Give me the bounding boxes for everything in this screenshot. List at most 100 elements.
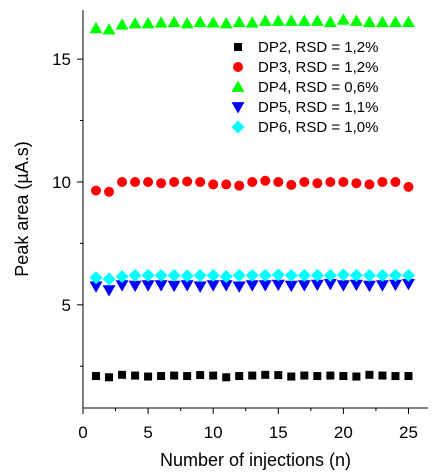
data-point <box>336 280 350 292</box>
data-point <box>115 18 129 30</box>
data-point <box>349 14 363 26</box>
legend-item: DP6, RSD = 1,0% <box>231 119 378 136</box>
data-point <box>362 268 376 282</box>
data-point <box>117 176 128 187</box>
data-point <box>325 176 336 187</box>
data-point <box>167 15 181 28</box>
data-point <box>362 15 376 28</box>
data-point <box>245 16 259 28</box>
data-point <box>287 372 296 381</box>
data-point <box>271 268 285 282</box>
data-point <box>104 186 115 197</box>
data-point <box>323 15 337 28</box>
x-tick-label: 10 <box>204 423 223 442</box>
y-tick-label: 15 <box>52 50 71 69</box>
data-point <box>404 372 413 381</box>
data-point <box>297 268 311 282</box>
data-point <box>284 280 298 293</box>
data-point <box>141 17 155 29</box>
data-point <box>154 280 168 292</box>
legend-item: DP5, RSD = 1,1% <box>231 99 378 116</box>
data-point <box>105 373 114 382</box>
data-point <box>323 279 337 291</box>
data-point <box>339 372 348 381</box>
legend-label: DP3, RSD = 1,2% <box>258 59 378 76</box>
data-point <box>247 176 258 187</box>
axes: 0 5 10 15 20 25 5 10 15 <box>52 10 428 442</box>
data-point <box>141 280 155 292</box>
data-point <box>143 176 154 187</box>
data-point <box>219 17 233 29</box>
data-point <box>375 280 389 292</box>
data-point <box>102 272 116 286</box>
data-point <box>154 268 168 282</box>
legend-label: DP2, RSD = 1,2% <box>258 39 378 56</box>
data-point <box>232 268 246 282</box>
data-point <box>313 372 322 381</box>
y-tick-label: 10 <box>52 173 71 192</box>
data-point <box>167 268 181 282</box>
data-point <box>180 17 194 29</box>
data-point <box>245 280 259 292</box>
data-point <box>157 372 166 381</box>
data-point <box>170 371 179 380</box>
data-point <box>390 176 401 187</box>
data-point <box>388 15 402 28</box>
legend-marker <box>231 120 245 134</box>
data-point <box>326 371 335 380</box>
data-point <box>338 176 349 187</box>
data-point <box>323 268 337 282</box>
legend-marker <box>231 80 245 92</box>
data-point <box>234 180 245 191</box>
legend-label: DP4, RSD = 0,6% <box>258 79 378 96</box>
data-point <box>89 281 103 293</box>
legend: DP2, RSD = 1,2% DP3, RSD = 1,2% DP4, RSD =… <box>231 39 378 136</box>
data-point <box>206 268 220 282</box>
data-point <box>248 371 257 380</box>
data-point <box>92 372 101 381</box>
data-point <box>299 176 310 187</box>
data-point <box>401 15 415 28</box>
data-point <box>118 370 127 379</box>
data-point <box>297 280 311 292</box>
data-point <box>130 176 141 187</box>
data-point <box>310 14 324 26</box>
legend-marker <box>234 43 242 51</box>
data-point <box>260 175 271 186</box>
legend-marker <box>233 62 243 72</box>
y-tick-label: 5 <box>62 296 71 315</box>
data-point <box>274 371 283 380</box>
legend-label: DP5, RSD = 1,1% <box>258 99 378 116</box>
data-point <box>167 280 181 293</box>
data-point <box>297 14 311 26</box>
data-point <box>310 279 324 292</box>
data-point <box>235 372 244 381</box>
legend-item: DP3, RSD = 1,2% <box>233 59 378 76</box>
data-point <box>401 268 415 282</box>
data-point <box>193 268 207 282</box>
data-point <box>180 280 194 292</box>
legend-marker <box>231 102 245 114</box>
x-tick-label: 0 <box>78 423 87 442</box>
data-point <box>206 16 220 28</box>
data-point <box>195 176 206 187</box>
x-tick-label: 5 <box>143 423 152 442</box>
data-point <box>222 373 231 382</box>
data-point <box>378 371 387 380</box>
data-point <box>245 268 259 282</box>
data-point <box>156 178 167 189</box>
data-point <box>375 268 389 282</box>
data-point <box>261 370 270 379</box>
data-point <box>310 268 324 282</box>
x-tick-label: 15 <box>269 423 288 442</box>
data-point <box>271 14 285 26</box>
data-point <box>312 178 323 189</box>
data-point <box>286 179 297 190</box>
data-point <box>258 280 272 292</box>
data-point <box>115 270 129 284</box>
y-axis-title: Peak area (µA.s) <box>12 141 32 276</box>
data-point <box>91 185 102 196</box>
data-point <box>375 15 389 28</box>
data-point <box>352 372 361 381</box>
